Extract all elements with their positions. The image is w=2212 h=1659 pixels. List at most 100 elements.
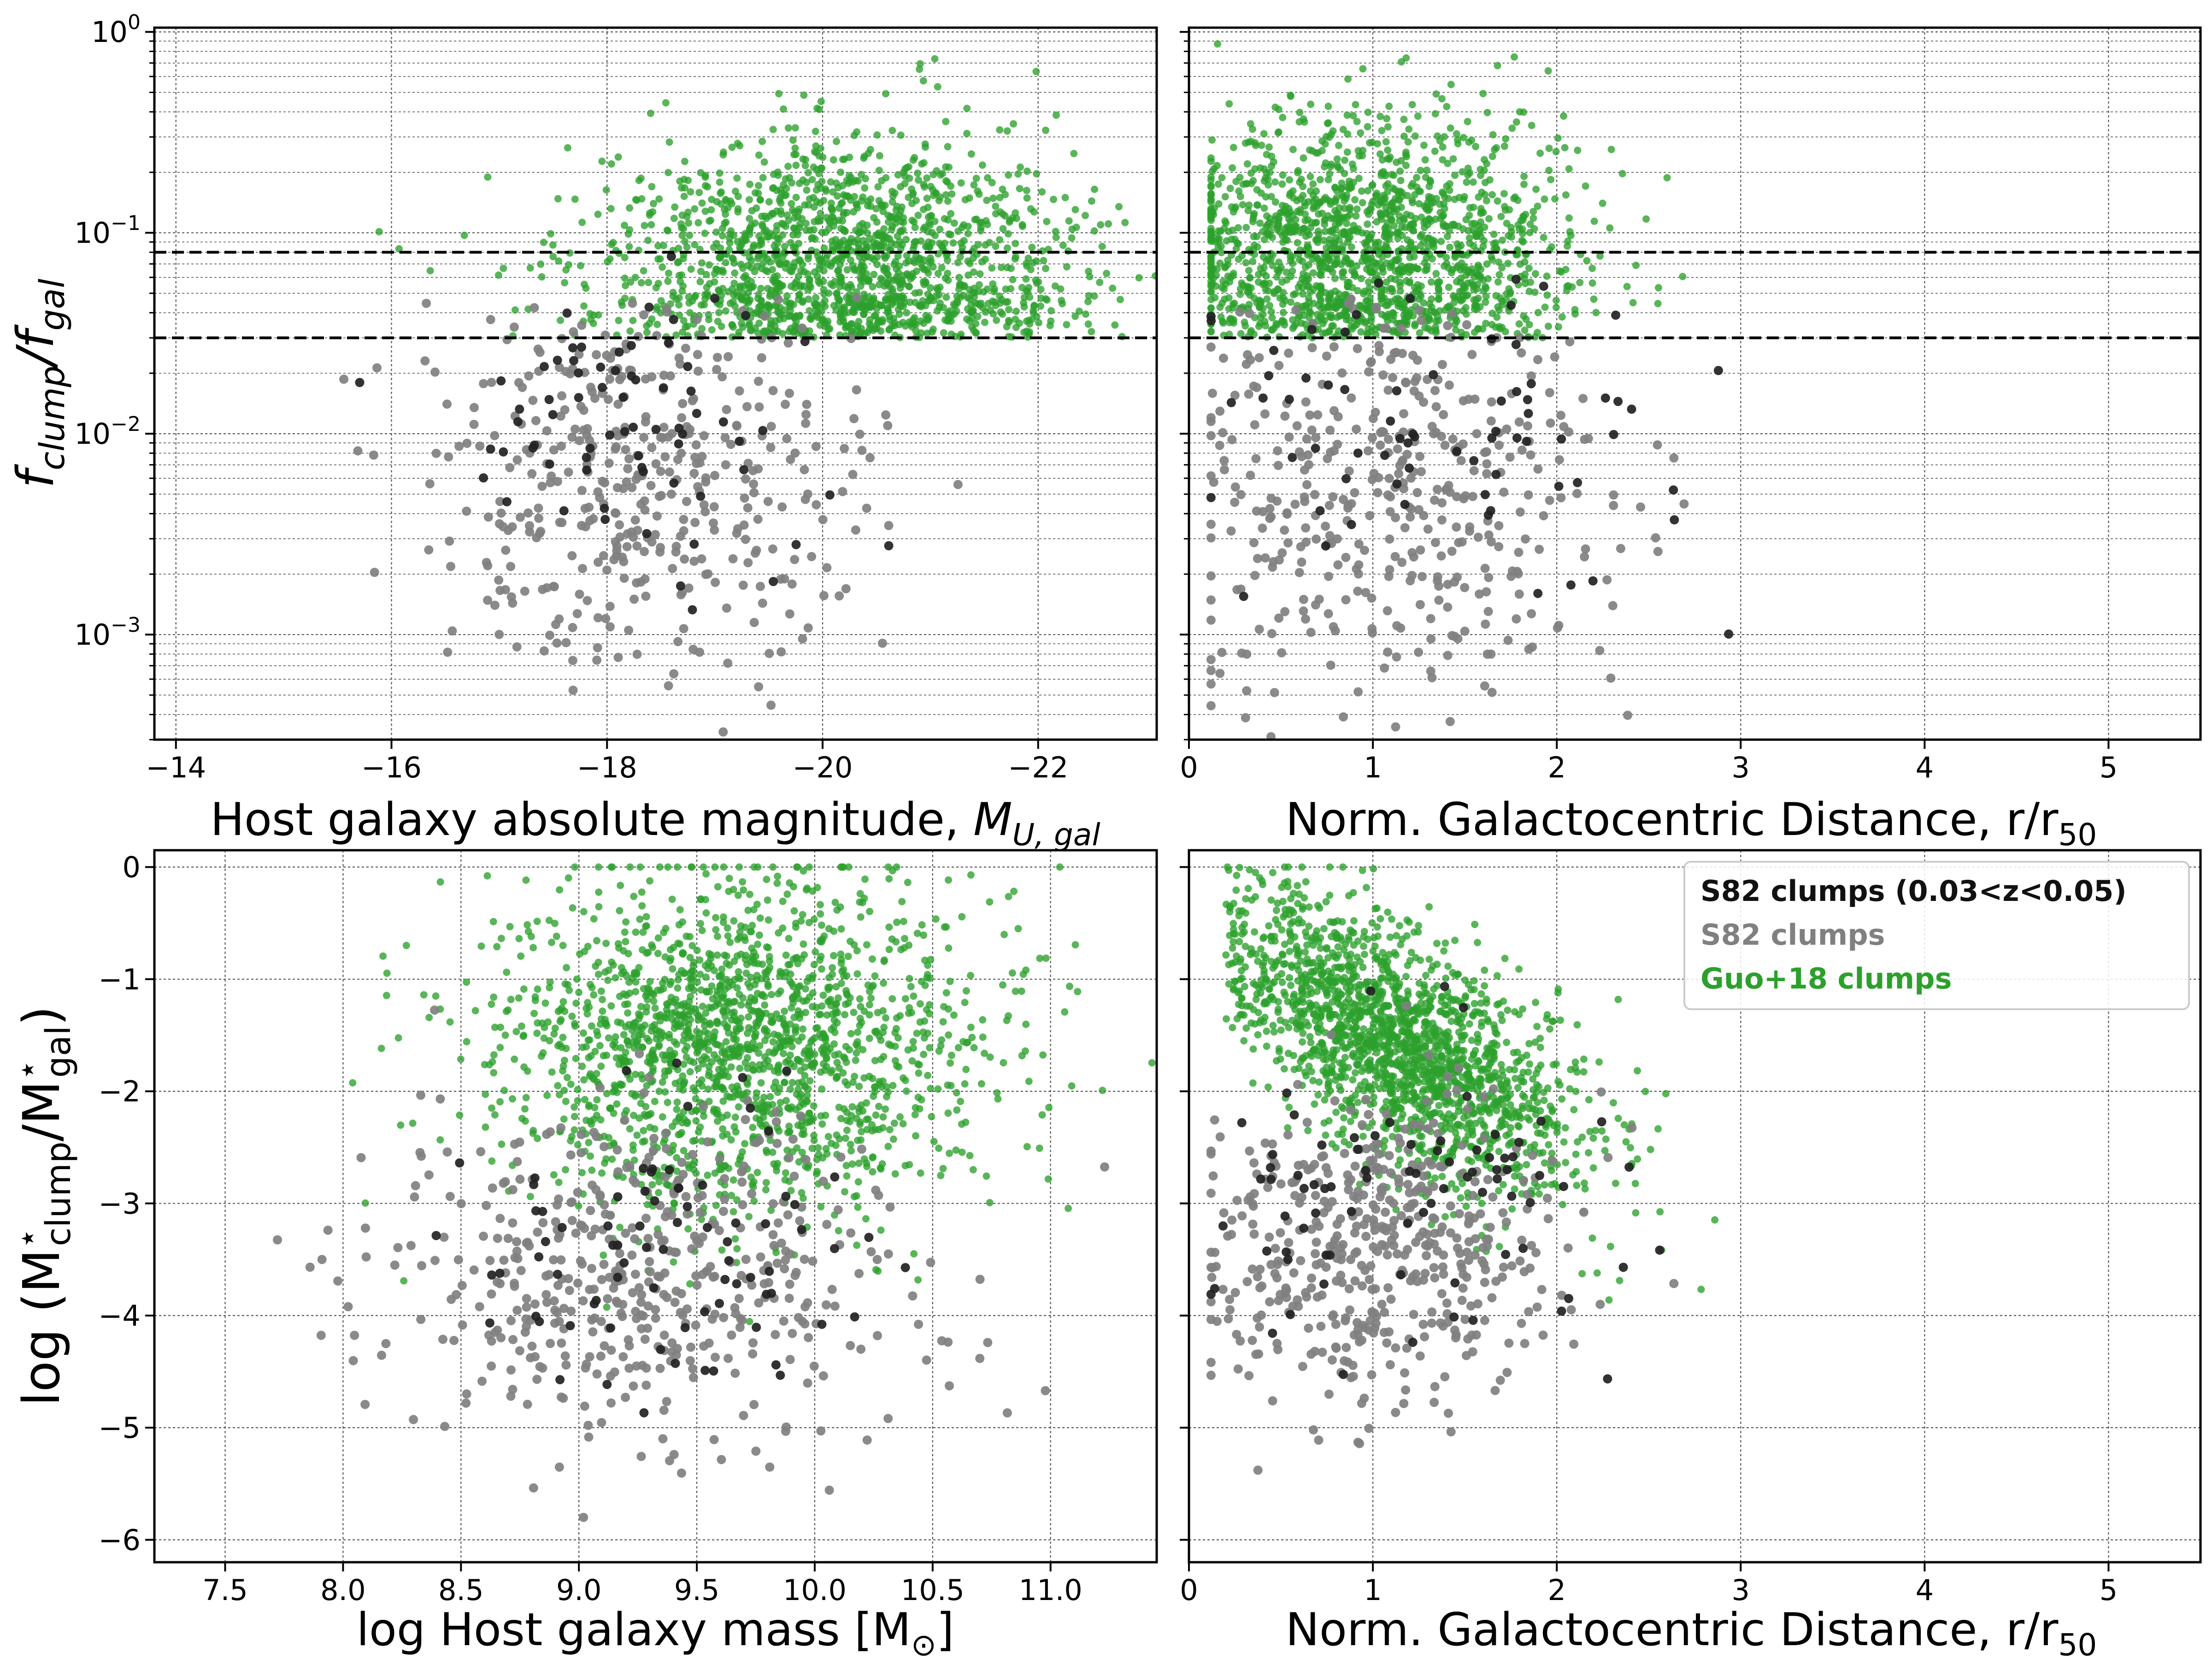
data-point: [1402, 162, 1410, 169]
data-point: [691, 205, 699, 213]
data-point: [913, 930, 921, 937]
data-point: [1339, 712, 1348, 722]
data-point: [996, 236, 1004, 244]
data-point: [1319, 320, 1327, 328]
data-point: [1363, 303, 1371, 311]
data-point: [697, 267, 705, 275]
data-point: [957, 179, 965, 187]
data-point: [802, 226, 810, 234]
data-point: [688, 645, 698, 654]
data-point: [1231, 235, 1239, 243]
data-point: [1336, 301, 1344, 309]
data-point: [671, 203, 679, 211]
data-point: [1239, 201, 1247, 209]
data-point: [810, 226, 818, 234]
data-point: [339, 374, 349, 384]
x-tick-label: 1: [1364, 751, 1382, 784]
data-point: [1368, 200, 1376, 208]
data-point: [1554, 621, 1564, 630]
data-point: [1342, 194, 1350, 202]
data-point: [1341, 156, 1349, 164]
data-point: [487, 377, 496, 387]
data-point: [792, 194, 800, 201]
data-point: [1407, 239, 1415, 246]
data-point: [1363, 229, 1371, 237]
data-point: [935, 197, 943, 205]
data-point: [1437, 498, 1447, 508]
data-point: [852, 176, 859, 184]
data-point: [1445, 283, 1453, 291]
data-point: [1505, 453, 1515, 462]
data-point: [579, 425, 588, 435]
data-point: [759, 137, 766, 145]
data-point: [1627, 404, 1636, 414]
data-point: [600, 1052, 607, 1059]
data-point: [1004, 298, 1012, 306]
data-point: [1314, 227, 1322, 235]
data-point: [800, 268, 808, 276]
data-point: [1346, 204, 1353, 212]
data-point: [1090, 292, 1098, 300]
data-point: [1508, 124, 1516, 132]
data-point: [605, 601, 615, 611]
data-point: [1318, 137, 1326, 145]
data-point: [495, 745, 504, 754]
data-point: [931, 55, 939, 63]
data-point: [1050, 195, 1057, 203]
data-point: [825, 490, 835, 500]
data-point: [1436, 551, 1446, 561]
data-point: [494, 575, 504, 585]
data-point: [992, 242, 1000, 250]
data-point: [757, 1079, 765, 1087]
data-point: [710, 525, 719, 535]
data-point: [759, 1113, 767, 1121]
data-point: [1518, 237, 1526, 244]
data-point: [665, 169, 672, 176]
data-point: [640, 574, 650, 584]
data-point: [1482, 319, 1490, 327]
data-point: [1494, 542, 1504, 552]
data-point: [906, 174, 913, 182]
data-point: [1438, 95, 1446, 103]
data-point: [970, 284, 978, 292]
data-point: [1393, 444, 1402, 454]
data-point: [1419, 397, 1428, 407]
data-point: [818, 515, 828, 524]
data-point: [631, 274, 639, 281]
data-point: [1401, 224, 1409, 231]
data-point: [757, 302, 765, 310]
data-point: [1324, 102, 1332, 110]
data-point: [1385, 102, 1393, 110]
data-point: [863, 270, 871, 278]
data-point: [640, 267, 647, 275]
data-point: [1609, 429, 1618, 439]
data-point: [872, 205, 880, 212]
data-point: [786, 174, 794, 182]
data-point: [797, 282, 805, 289]
data-point: [785, 609, 794, 619]
data-point: [865, 453, 875, 463]
data-point: [788, 200, 795, 207]
data-point: [1482, 587, 1491, 597]
data-point: [979, 1033, 987, 1041]
data-point: [722, 405, 731, 414]
data-point: [938, 1036, 946, 1044]
data-point: [897, 131, 905, 139]
data-point: [528, 395, 538, 405]
data-point: [1057, 285, 1065, 293]
data-point: [996, 292, 1004, 300]
data-point: [545, 459, 554, 469]
data-point: [1384, 224, 1392, 232]
data-point: [887, 295, 895, 302]
data-point: [791, 540, 801, 549]
data-point: [628, 299, 637, 308]
data-point: [1430, 386, 1440, 395]
data-point: [1463, 178, 1471, 186]
data-point: [1554, 323, 1562, 331]
data-point: [1274, 613, 1284, 623]
data-point: [1451, 320, 1459, 328]
data-point: [1479, 209, 1487, 217]
data-point: [665, 371, 675, 381]
data-point: [1331, 198, 1339, 206]
data-point: [1423, 254, 1430, 262]
